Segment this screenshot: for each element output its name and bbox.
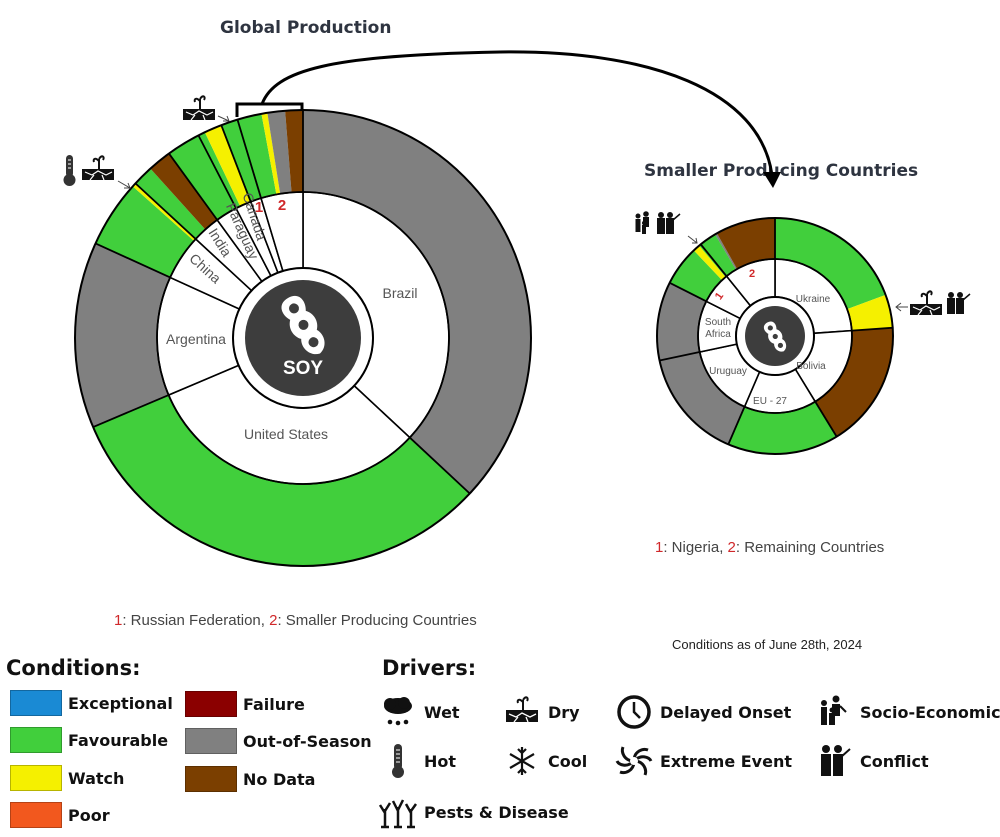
condition-segment-china [132,183,196,241]
drivers-legend-title: Drivers: [382,656,477,680]
dry-icon [183,95,215,121]
country-label-united-states: United States [244,426,328,442]
condition-segment-india [150,153,218,230]
condition-segment-remaining-countries [716,218,775,269]
soldiers-icon [814,743,854,779]
legend-cool: Cool [502,743,587,779]
legend-conflict: Conflict [814,743,929,779]
canada-driver-annotation [183,95,230,122]
condition-segment-brazil [303,110,531,494]
country-label-nigeria: 1 [713,290,726,302]
legend-watch: Watch [10,764,124,792]
country-label-ukraine: Ukraine [796,294,831,305]
condition-segment-ukraine [847,294,893,331]
condition-segment-smaller-producing-countries [285,110,303,193]
country-label-smaller-producing-countries: 2 [278,197,286,214]
pointer-arrow-icon [217,115,230,122]
country-label-bolivia: Bolivia [796,361,826,372]
condition-segment-china [95,186,194,278]
soybean-pod-icon [281,295,325,355]
nigeria-driver-annotation [635,211,698,244]
pointer-arrow-icon [687,235,698,244]
legend-delayed-onset: Delayed Onset [614,694,791,730]
trees-icon [378,794,418,830]
country-label-uruguay: Uruguay [709,366,747,377]
condition-segment-remaining-countries [700,234,736,277]
thermometer-icon [378,743,418,779]
smaller-producing-title: Smaller Producing Countries [644,161,919,181]
swatch-exceptional [10,690,62,716]
condition-segment-canada [204,125,251,207]
country-label-eu-27: EU - 27 [753,396,787,407]
condition-segment-paraguay [168,135,237,220]
global-production-title: Global Production [220,18,392,38]
smaller-footnote: 1: Nigeria, 2: Remaining Countries [655,539,885,556]
condition-segment-eu-27 [728,401,837,454]
condition-segment-smaller-producing-countries [267,110,292,194]
global-footnote: 1: Russian Federation, 2: Smaller Produc… [114,612,477,629]
dry-icon [82,155,114,181]
condition-segment-remaining-countries [715,233,738,270]
country-label-remaining-countries: 2 [749,268,755,280]
soybean-pod-icon [763,321,787,352]
condition-segment-canada [198,132,241,209]
swatch-favourable [10,727,62,753]
snowflake-icon [502,743,542,779]
thermometer-icon [63,155,76,186]
country-label-south-africa: South Africa [705,317,731,340]
swatch-poor [10,802,62,828]
ukraine-driver-annotation [895,290,971,316]
legend-wet: Wet [378,694,460,730]
condition-segment-united-states [93,395,470,566]
pointer-arrow-icon [895,302,908,312]
condition-segment-uruguay [659,352,745,445]
cyclone-icon [614,743,654,779]
legend-poor: Poor [10,801,110,829]
country-label-brazil: Brazil [382,285,417,301]
country-label-argentina: Argentina [166,331,226,347]
legend-out-of-season: Out-of-Season [185,727,372,755]
condition-segment-nigeria [693,245,726,281]
clock-icon [614,694,654,730]
legend-extreme-event: Extreme Event [614,743,792,779]
swatch-watch [10,765,62,791]
people-icon [635,211,649,234]
condition-segment-smaller-producing-countries [237,113,277,199]
legend-failure: Failure [185,690,305,718]
wet-icon [378,694,418,730]
soldiers-icon [947,292,971,314]
soldiers-icon [657,212,681,234]
condition-segment-india [135,168,206,239]
swatch-failure [185,691,237,717]
conditions-legend-title: Conditions: [6,656,141,680]
swatch-no-data [185,766,237,792]
legend-dry: Dry [502,694,580,730]
legend-socio-economic: Socio-Economic [814,694,1000,730]
swatch-out-of-season [185,728,237,754]
condition-segment-russian-federation [221,119,262,202]
dry-icon [502,694,542,730]
condition-segment-smaller-producing-countries [261,112,281,195]
people-icon [814,694,854,730]
conditions-date: Conditions as of June 28th, 2024 [672,637,863,652]
country-label-russian-federation: 1 [255,199,263,216]
legend-favourable: Favourable [10,726,168,754]
legend-hot: Hot [378,743,456,779]
legend-no-data: No Data [185,765,315,793]
legend-pests-disease: Pests & Disease [378,794,569,830]
arrow-head-icon [763,172,781,188]
pointer-arrow-icon [117,180,131,189]
condition-segment-south-africa [657,282,707,361]
condition-segment-argentina [75,243,171,428]
legend-exceptional: Exceptional [10,689,173,717]
condition-segment-bolivia [815,327,893,437]
china-driver-annotation [63,155,131,189]
soy-center-label: SOY [283,358,323,379]
condition-segment-ukraine [775,218,886,310]
dry-icon [910,290,942,316]
smaller-producers-donut: Ukraine Bolivia EU - 27 Uruguay South Africa 1… [656,217,894,455]
